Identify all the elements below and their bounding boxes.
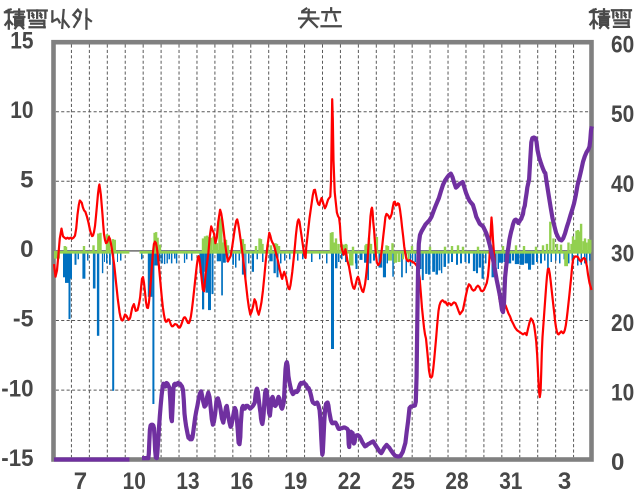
svg-text:0: 0 <box>611 449 624 476</box>
svg-text:30: 30 <box>611 240 634 267</box>
svg-text:-5: -5 <box>13 306 34 333</box>
svg-text:25: 25 <box>392 468 415 495</box>
svg-text:3: 3 <box>558 468 571 495</box>
svg-text:22: 22 <box>338 468 361 495</box>
svg-text:10: 10 <box>10 97 33 124</box>
svg-text:10: 10 <box>123 468 146 495</box>
svg-text:10: 10 <box>611 379 634 406</box>
svg-text:0: 0 <box>20 236 33 263</box>
svg-text:-10: -10 <box>1 375 33 402</box>
svg-text:50: 50 <box>611 101 634 128</box>
svg-text:16: 16 <box>230 468 253 495</box>
svg-text:7: 7 <box>74 468 87 495</box>
svg-text:-15: -15 <box>1 445 33 472</box>
svg-text:20: 20 <box>611 310 634 337</box>
svg-text:60: 60 <box>611 32 634 59</box>
svg-text:15: 15 <box>10 27 33 54</box>
svg-text:5: 5 <box>20 167 33 194</box>
svg-text:19: 19 <box>284 468 307 495</box>
svg-text:40: 40 <box>611 171 634 198</box>
svg-text:28: 28 <box>445 468 468 495</box>
svg-text:31: 31 <box>499 468 522 495</box>
svg-text:13: 13 <box>176 468 199 495</box>
